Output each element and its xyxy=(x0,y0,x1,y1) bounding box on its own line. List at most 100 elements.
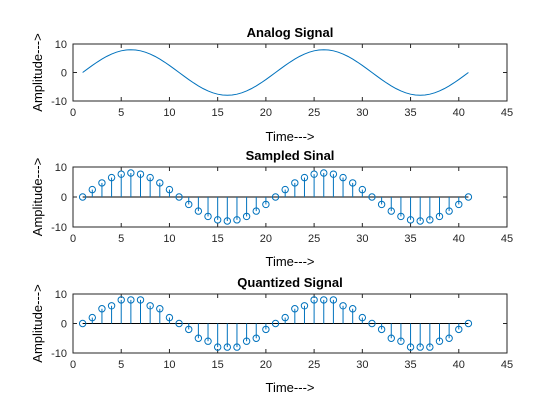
analog-signal-xlabel: Time---> xyxy=(266,129,315,144)
sampled-signal-stem-marker xyxy=(368,193,376,201)
analog-signal-ylabel: Amplitude---> xyxy=(30,33,45,111)
quantized-signal-stem-marker xyxy=(320,296,328,304)
analog-signal-xtick-label: 5 xyxy=(118,107,124,119)
quantized-signal-stem-marker xyxy=(310,296,318,304)
analog-signal-xtick-label: 10 xyxy=(163,107,175,119)
analog-signal-xtick-label: 20 xyxy=(260,107,272,119)
sampled-signal-stem-marker xyxy=(107,173,116,182)
quantized-signal-stem-marker xyxy=(291,305,299,313)
quantized-signal-stem-marker xyxy=(252,334,260,342)
quantized-signal-stem-marker xyxy=(348,305,357,313)
sampled-signal-stem-marker xyxy=(185,200,193,209)
quantized-signal-stem-marker xyxy=(78,319,87,328)
sampled-signal-stem-marker xyxy=(339,173,347,182)
quantized-signal-stem-marker xyxy=(242,337,251,345)
sampled-signal-panel: Sampled Sinal Time---> Amplitude---> 0 5 1… xyxy=(30,148,513,269)
sampled-signal-stem-marker xyxy=(281,185,289,194)
quantized-signal-ytick-label: 0 xyxy=(61,319,67,331)
sampled-signal-xlabel: Time---> xyxy=(266,254,315,269)
quantized-signal-stem-marker xyxy=(107,302,116,310)
sampled-signal-ytick-label: 10 xyxy=(55,162,67,174)
sampled-signal-stem-marker xyxy=(252,207,260,215)
analog-signal-series-line xyxy=(82,49,469,96)
analog-signal-xtick-label: 15 xyxy=(212,107,224,119)
sampled-signal-stem-marker xyxy=(310,170,318,178)
quantized-signal-stem-marker xyxy=(358,313,367,322)
sampled-signal-stem-marker xyxy=(78,193,87,201)
quantized-signal-marks xyxy=(78,296,473,351)
quantized-signal-stem-marker xyxy=(455,325,463,334)
quantized-signal-stem-marker xyxy=(406,343,415,351)
quantized-signal-stem-marker xyxy=(165,313,174,322)
sampled-signal-stem-marker xyxy=(406,216,415,224)
sampled-signal-stem-marker xyxy=(262,200,270,209)
sampled-signal-stem-marker xyxy=(435,212,444,221)
sampled-signal-stem-marker xyxy=(329,170,338,178)
analog-signal-xtick-label: 35 xyxy=(404,107,416,119)
sampled-signal-marks xyxy=(78,169,473,225)
analog-signal-xtick-label: 30 xyxy=(356,107,368,119)
sampled-signal-stem-marker xyxy=(455,200,463,209)
sampled-signal-stem-marker xyxy=(127,169,135,177)
analog-signal-marks xyxy=(82,49,469,96)
sampled-signal-ytick-label: -10 xyxy=(51,222,67,234)
quantized-signal-stem-marker xyxy=(397,337,405,345)
quantized-signal-xtick-label: 40 xyxy=(453,359,465,371)
sampled-signal-stem-marker xyxy=(426,216,434,224)
sampled-signal-xtick-label: 5 xyxy=(118,233,124,245)
quantized-signal-stem-marker xyxy=(435,337,444,345)
sampled-signal-stem-marker xyxy=(213,216,222,224)
quantized-signal-stem-marker xyxy=(262,325,270,334)
quantized-signal-stem-marker xyxy=(194,334,203,342)
sampled-signal-stem-marker xyxy=(223,217,232,225)
analog-signal-xtick-label: 40 xyxy=(453,107,465,119)
quantized-signal-xtick-label: 15 xyxy=(212,359,224,371)
sampled-signal-stem-marker xyxy=(165,185,174,194)
analog-signal-xtick-label: 45 xyxy=(501,107,513,119)
quantized-signal-stem-marker xyxy=(339,302,347,310)
sampled-signal-stem-marker xyxy=(233,216,241,224)
sampled-signal-stem-marker xyxy=(204,212,212,221)
quantized-signal-stem-marker xyxy=(329,296,338,304)
quantized-signal-stem-marker xyxy=(117,296,125,304)
sampled-signal-stem-marker xyxy=(445,207,453,215)
quantized-signal-xtick-label: 25 xyxy=(308,359,320,371)
quantized-signal-stem-marker xyxy=(204,337,212,345)
quantized-signal-stem-marker xyxy=(416,343,424,351)
analog-signal-ytick-label: 0 xyxy=(61,68,67,80)
sampled-signal-stem-marker xyxy=(88,185,96,194)
sampled-signal-stem-marker xyxy=(416,217,424,225)
sampled-signal-stem-marker xyxy=(194,207,203,215)
sampled-signal-stem-marker xyxy=(320,169,328,177)
sampled-signal-stem-marker xyxy=(377,200,386,209)
sampled-signal-xtick-label: 40 xyxy=(453,233,465,245)
sampled-signal-xtick-label: 10 xyxy=(163,233,175,245)
quantized-signal-xtick-label: 5 xyxy=(118,359,124,371)
quantized-signal-stem-marker xyxy=(281,313,289,322)
quantized-signal-xtick-label: 10 xyxy=(163,359,175,371)
analog-signal-xtick-label: 25 xyxy=(308,107,320,119)
sampled-signal-stem-marker xyxy=(358,185,367,194)
quantized-signal-stem-marker xyxy=(233,343,241,351)
sampled-signal-stem-marker xyxy=(242,212,251,221)
sampled-signal-xtick-label: 25 xyxy=(308,233,320,245)
sampled-signal-ylabel: Amplitude---> xyxy=(30,158,45,236)
sampled-signal-stem-marker xyxy=(117,170,125,178)
quantized-signal-stem-marker xyxy=(445,334,453,342)
sampled-signal-stem-marker xyxy=(464,193,473,201)
quantized-signal-stem-marker xyxy=(464,319,473,328)
sampled-signal-stem-marker xyxy=(136,170,145,178)
analog-signal-ytick-label: -10 xyxy=(51,96,67,108)
quantized-signal-stem-marker xyxy=(377,325,386,334)
quantized-signal-stem-marker xyxy=(300,302,309,310)
quantized-signal-stem-marker xyxy=(98,305,106,313)
quantized-signal-ytick-label: 10 xyxy=(55,289,67,301)
quantized-signal-xtick-label: 20 xyxy=(260,359,272,371)
sampled-signal-stem-marker xyxy=(348,179,357,187)
sampled-signal-title: Sampled Sinal xyxy=(246,148,335,163)
quantized-signal-ytick-label: -10 xyxy=(51,348,67,360)
sampled-signal-xtick-label: 0 xyxy=(70,233,76,245)
quantized-signal-xlabel: Time---> xyxy=(266,380,315,395)
